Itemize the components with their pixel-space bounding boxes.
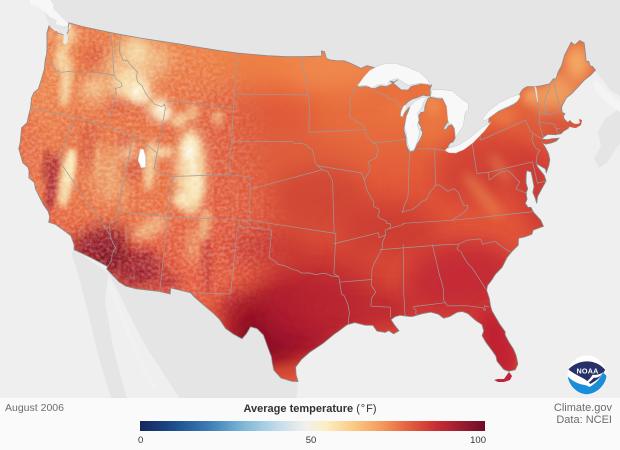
svg-text:50: 50 — [306, 435, 317, 446]
svg-text:Data: NCEI: Data: NCEI — [556, 414, 612, 426]
svg-text:NOAA: NOAA — [577, 367, 599, 376]
svg-text:100: 100 — [470, 435, 486, 446]
svg-text:0: 0 — [138, 435, 143, 446]
svg-text:Climate.gov: Climate.gov — [554, 402, 613, 414]
svg-text:Average temperature ( ° F): Average temperature ( ° F) — [244, 403, 377, 415]
svg-text:August 2006: August 2006 — [5, 402, 64, 414]
